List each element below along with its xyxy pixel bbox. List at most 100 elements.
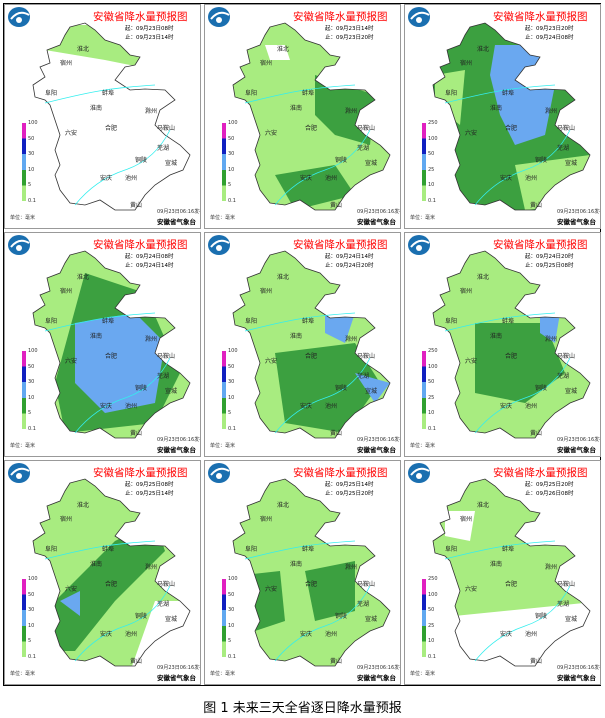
- end-time: 止：09月23日14时: [125, 35, 174, 41]
- legend-label: 0.1: [28, 198, 36, 204]
- city-label: 蚌埠: [502, 317, 514, 325]
- city-label: 滁州: [145, 107, 157, 115]
- yangtze-river: [474, 129, 571, 206]
- city-label: 六安: [465, 585, 477, 593]
- rain-area: [275, 165, 355, 210]
- city-label: 宿州: [260, 287, 272, 295]
- city-label: 滁州: [145, 563, 157, 571]
- legend-label: 25: [428, 622, 435, 629]
- city-label: 淮南: [90, 104, 102, 112]
- city-label: 池州: [325, 402, 337, 410]
- rain-area: [235, 571, 285, 631]
- legend-label: 10: [28, 622, 35, 629]
- legend-label: 0.1: [428, 654, 436, 660]
- legend-label: 100: [228, 348, 238, 354]
- start-time: 起：09月23日14时: [325, 26, 374, 32]
- city-label: 合肥: [105, 352, 117, 360]
- city-label: 安庆: [500, 630, 512, 638]
- city-label: 安庆: [500, 174, 512, 182]
- city-label: 淮北: [477, 45, 489, 53]
- color-legend-bar: [22, 351, 26, 429]
- city-label: 淮南: [490, 104, 502, 112]
- city-label: 宣城: [365, 387, 377, 395]
- forecast-map-panel: 淮北 宿州 阜阳 蚌埠 淮南 滁州 六安 合肥 马鞍山 芜湖 铜陵 宣城 安庆 池州 黄山 安徽省降水量预报图…: [404, 4, 601, 229]
- legend-label: 100: [28, 348, 38, 354]
- city-label: 合肥: [305, 352, 317, 360]
- city-label: 池州: [125, 174, 137, 182]
- publish-time: 09月23日06:16发布: [357, 437, 401, 443]
- start-time: 起：09月24日20时: [525, 254, 574, 260]
- publish-time: 09月23日06:16发布: [557, 665, 601, 671]
- start-time: 起：09月24日14时: [325, 254, 374, 260]
- city-label: 安庆: [100, 630, 112, 638]
- city-label: 淮北: [477, 273, 489, 281]
- rain-area: [445, 511, 475, 541]
- city-label: 黄山: [130, 201, 142, 209]
- city-label: 铜陵: [335, 156, 347, 164]
- panel-title: 安徽省降水量预报图: [293, 467, 388, 479]
- city-label: 淮南: [290, 332, 302, 340]
- city-label: 滁州: [545, 335, 557, 343]
- legend-label: 250: [428, 576, 438, 582]
- legend-label: 10: [428, 638, 435, 645]
- legend-label: 0.1: [28, 426, 36, 432]
- start-time: 起：09月25日08时: [125, 482, 174, 488]
- city-label: 阜阳: [445, 545, 457, 553]
- city-label: 宣城: [165, 387, 177, 395]
- city-label: 池州: [525, 402, 537, 410]
- agency-name: 安徽省气象台: [357, 674, 396, 682]
- legend-label: 0.1: [228, 198, 236, 204]
- city-label: 黄山: [130, 429, 142, 437]
- legend-label: 250: [428, 120, 438, 126]
- legend-label: 10: [28, 166, 35, 173]
- color-legend-bar: [422, 123, 426, 201]
- end-time: 止：09月26日08时: [525, 491, 574, 497]
- city-label: 宿州: [60, 515, 72, 523]
- forecast-map-panel: 淮北 宿州 阜阳 蚌埠 淮南 滁州 六安 合肥 马鞍山 芜湖 铜陵 宣城 安庆 池州 黄山 安徽省降水量预报图…: [4, 460, 201, 685]
- weather-bureau-logo-icon: [408, 235, 430, 255]
- agency-name: 安徽省气象台: [157, 446, 196, 454]
- city-label: 淮南: [490, 560, 502, 568]
- city-label: 滁州: [545, 107, 557, 115]
- forecast-map-grid: 淮北 宿州 阜阳 蚌埠 淮南 滁州 六安 合肥 马鞍山 芜湖 铜陵 宣城 安庆 池州 黄山 安徽省降水量预报图…: [3, 3, 601, 686]
- city-label: 阜阳: [245, 317, 257, 325]
- city-label: 黄山: [130, 657, 142, 665]
- city-label: 滁州: [345, 107, 357, 115]
- unit-label: 单位：毫米: [10, 671, 36, 677]
- city-label: 蚌埠: [102, 89, 114, 97]
- weather-bureau-logo-icon: [208, 463, 230, 483]
- legend-label: 30: [228, 379, 235, 386]
- legend-label: 0.1: [428, 426, 436, 432]
- legend-label: 25: [428, 166, 435, 173]
- city-label: 合肥: [105, 580, 117, 588]
- yangtze-river: [274, 357, 371, 434]
- legend-label: 10: [428, 410, 435, 417]
- legend-label: 10: [428, 182, 435, 189]
- city-label: 淮北: [77, 45, 89, 53]
- agency-name: 安徽省气象台: [557, 218, 596, 226]
- city-label: 黄山: [530, 429, 542, 437]
- yangtze-river: [274, 585, 371, 662]
- forecast-map-panel: 淮北 宿州 阜阳 蚌埠 淮南 滁州 六安 合肥 马鞍山 芜湖 铜陵 宣城 安庆 池州 黄山 安徽省降水量预报图…: [204, 4, 401, 229]
- legend-label: 0.1: [228, 654, 236, 660]
- city-label: 蚌埠: [302, 89, 314, 97]
- city-label: 池州: [525, 174, 537, 182]
- legend-label: 25: [428, 394, 435, 401]
- weather-bureau-logo-icon: [208, 7, 230, 27]
- city-label: 淮南: [490, 332, 502, 340]
- city-label: 池州: [325, 174, 337, 182]
- city-label: 马鞍山: [357, 124, 375, 132]
- city-label: 合肥: [305, 124, 317, 132]
- yangtze-river: [74, 357, 171, 434]
- unit-label: 单位：毫米: [410, 215, 436, 221]
- city-label: 芜湖: [557, 600, 569, 608]
- end-time: 止：09月24日08时: [525, 35, 574, 41]
- city-label: 铜陵: [335, 612, 347, 620]
- rain-area: [265, 45, 290, 60]
- legend-label: 50: [428, 151, 435, 158]
- city-label: 池州: [325, 630, 337, 638]
- rain-area: [275, 343, 380, 433]
- legend-label: 30: [28, 151, 35, 158]
